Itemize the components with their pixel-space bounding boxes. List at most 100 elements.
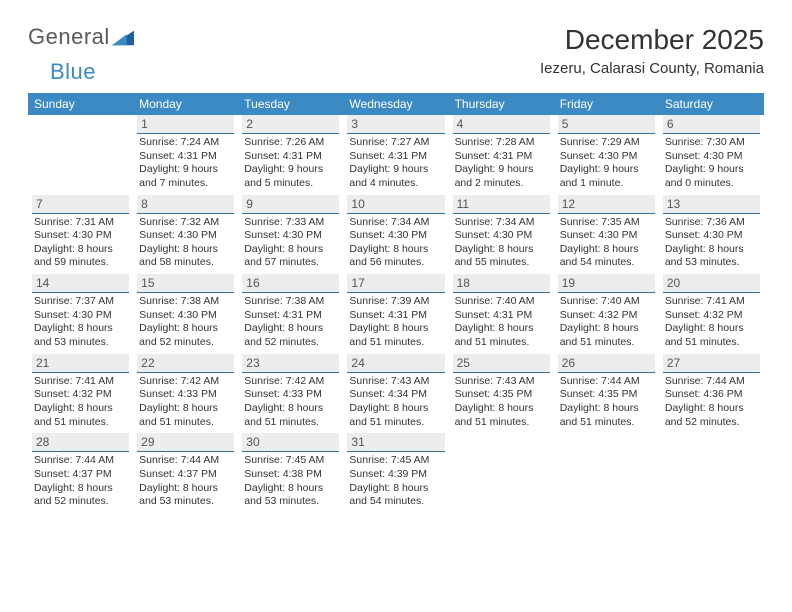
sunrise-line: Sunrise: 7:41 AM <box>665 295 758 309</box>
sunset-line: Sunset: 4:30 PM <box>455 229 548 243</box>
brand-part1: General <box>28 24 110 50</box>
sunrise-line: Sunrise: 7:44 AM <box>34 454 127 468</box>
calendar-week-row: 14Sunrise: 7:37 AMSunset: 4:30 PMDayligh… <box>28 274 764 354</box>
day-number: 27 <box>663 354 760 373</box>
day-number: 1 <box>137 115 234 134</box>
day-details: Sunrise: 7:44 AMSunset: 4:36 PMDaylight:… <box>663 373 760 430</box>
day-number: 26 <box>558 354 655 373</box>
month-title: December 2025 <box>540 24 764 56</box>
daylight-line: Daylight: 9 hours and 2 minutes. <box>455 163 548 190</box>
day-details: Sunrise: 7:27 AMSunset: 4:31 PMDaylight:… <box>347 134 444 191</box>
daylight-line: Daylight: 8 hours and 51 minutes. <box>455 322 548 349</box>
daylight-line: Daylight: 9 hours and 4 minutes. <box>349 163 442 190</box>
sunset-line: Sunset: 4:30 PM <box>665 150 758 164</box>
sunset-line: Sunset: 4:36 PM <box>665 388 758 402</box>
calendar-cell: 4Sunrise: 7:28 AMSunset: 4:31 PMDaylight… <box>449 115 554 195</box>
day-header: Tuesday <box>238 93 343 115</box>
day-details: Sunrise: 7:42 AMSunset: 4:33 PMDaylight:… <box>137 373 234 430</box>
day-number: 17 <box>347 274 444 293</box>
calendar-cell: 20Sunrise: 7:41 AMSunset: 4:32 PMDayligh… <box>659 274 764 354</box>
day-number: 29 <box>137 433 234 452</box>
day-header: Saturday <box>659 93 764 115</box>
day-details: Sunrise: 7:37 AMSunset: 4:30 PMDaylight:… <box>32 293 129 350</box>
daylight-line: Daylight: 8 hours and 57 minutes. <box>244 243 337 270</box>
calendar-week-row: 21Sunrise: 7:41 AMSunset: 4:32 PMDayligh… <box>28 354 764 434</box>
day-header: Friday <box>554 93 659 115</box>
calendar-cell: 15Sunrise: 7:38 AMSunset: 4:30 PMDayligh… <box>133 274 238 354</box>
calendar-cell: 23Sunrise: 7:42 AMSunset: 4:33 PMDayligh… <box>238 354 343 434</box>
daylight-line: Daylight: 8 hours and 51 minutes. <box>665 322 758 349</box>
day-details: Sunrise: 7:33 AMSunset: 4:30 PMDaylight:… <box>242 214 339 271</box>
sunrise-line: Sunrise: 7:35 AM <box>560 216 653 230</box>
daylight-line: Daylight: 8 hours and 53 minutes. <box>34 322 127 349</box>
day-number: 8 <box>137 195 234 214</box>
calendar-cell: 31Sunrise: 7:45 AMSunset: 4:39 PMDayligh… <box>343 433 448 513</box>
sunset-line: Sunset: 4:31 PM <box>139 150 232 164</box>
sunrise-line: Sunrise: 7:41 AM <box>34 375 127 389</box>
calendar-cell: 17Sunrise: 7:39 AMSunset: 4:31 PMDayligh… <box>343 274 448 354</box>
day-details: Sunrise: 7:40 AMSunset: 4:31 PMDaylight:… <box>453 293 550 350</box>
day-details: Sunrise: 7:26 AMSunset: 4:31 PMDaylight:… <box>242 134 339 191</box>
day-details: Sunrise: 7:32 AMSunset: 4:30 PMDaylight:… <box>137 214 234 271</box>
sunset-line: Sunset: 4:35 PM <box>455 388 548 402</box>
day-header-row: SundayMondayTuesdayWednesdayThursdayFrid… <box>28 93 764 115</box>
daylight-line: Daylight: 8 hours and 54 minutes. <box>560 243 653 270</box>
calendar-cell: 28Sunrise: 7:44 AMSunset: 4:37 PMDayligh… <box>28 433 133 513</box>
day-number: 13 <box>663 195 760 214</box>
sunrise-line: Sunrise: 7:43 AM <box>349 375 442 389</box>
day-details: Sunrise: 7:29 AMSunset: 4:30 PMDaylight:… <box>558 134 655 191</box>
sunrise-line: Sunrise: 7:24 AM <box>139 136 232 150</box>
calendar-cell: 12Sunrise: 7:35 AMSunset: 4:30 PMDayligh… <box>554 195 659 275</box>
sunrise-line: Sunrise: 7:37 AM <box>34 295 127 309</box>
day-details: Sunrise: 7:44 AMSunset: 4:37 PMDaylight:… <box>137 452 234 509</box>
day-details: Sunrise: 7:41 AMSunset: 4:32 PMDaylight:… <box>32 373 129 430</box>
calendar-cell: 1Sunrise: 7:24 AMSunset: 4:31 PMDaylight… <box>133 115 238 195</box>
sunrise-line: Sunrise: 7:31 AM <box>34 216 127 230</box>
calendar-cell: 8Sunrise: 7:32 AMSunset: 4:30 PMDaylight… <box>133 195 238 275</box>
day-details: Sunrise: 7:31 AMSunset: 4:30 PMDaylight:… <box>32 214 129 271</box>
calendar-cell: 5Sunrise: 7:29 AMSunset: 4:30 PMDaylight… <box>554 115 659 195</box>
calendar-cell: 16Sunrise: 7:38 AMSunset: 4:31 PMDayligh… <box>238 274 343 354</box>
day-details: Sunrise: 7:42 AMSunset: 4:33 PMDaylight:… <box>242 373 339 430</box>
title-block: December 2025 Iezeru, Calarasi County, R… <box>540 24 764 77</box>
sunset-line: Sunset: 4:37 PM <box>34 468 127 482</box>
day-details: Sunrise: 7:35 AMSunset: 4:30 PMDaylight:… <box>558 214 655 271</box>
calendar-cell: 11Sunrise: 7:34 AMSunset: 4:30 PMDayligh… <box>449 195 554 275</box>
day-number: 16 <box>242 274 339 293</box>
sunset-line: Sunset: 4:30 PM <box>34 309 127 323</box>
calendar-cell: 2Sunrise: 7:26 AMSunset: 4:31 PMDaylight… <box>238 115 343 195</box>
sunrise-line: Sunrise: 7:44 AM <box>139 454 232 468</box>
calendar-cell: 29Sunrise: 7:44 AMSunset: 4:37 PMDayligh… <box>133 433 238 513</box>
daylight-line: Daylight: 8 hours and 53 minutes. <box>665 243 758 270</box>
day-number: 28 <box>32 433 129 452</box>
daylight-line: Daylight: 8 hours and 54 minutes. <box>349 482 442 509</box>
calendar-head: SundayMondayTuesdayWednesdayThursdayFrid… <box>28 93 764 115</box>
day-number: 12 <box>558 195 655 214</box>
daylight-line: Daylight: 8 hours and 51 minutes. <box>455 402 548 429</box>
sunrise-line: Sunrise: 7:44 AM <box>560 375 653 389</box>
daylight-line: Daylight: 8 hours and 51 minutes. <box>139 402 232 429</box>
day-details: Sunrise: 7:30 AMSunset: 4:30 PMDaylight:… <box>663 134 760 191</box>
sunrise-line: Sunrise: 7:45 AM <box>244 454 337 468</box>
sunrise-line: Sunrise: 7:33 AM <box>244 216 337 230</box>
sunset-line: Sunset: 4:30 PM <box>244 229 337 243</box>
day-details: Sunrise: 7:38 AMSunset: 4:31 PMDaylight:… <box>242 293 339 350</box>
daylight-line: Daylight: 9 hours and 5 minutes. <box>244 163 337 190</box>
sunrise-line: Sunrise: 7:26 AM <box>244 136 337 150</box>
daylight-line: Daylight: 8 hours and 51 minutes. <box>349 322 442 349</box>
daylight-line: Daylight: 8 hours and 52 minutes. <box>665 402 758 429</box>
sunset-line: Sunset: 4:31 PM <box>244 309 337 323</box>
sunrise-line: Sunrise: 7:34 AM <box>349 216 442 230</box>
calendar-cell: . <box>554 433 659 513</box>
sunrise-line: Sunrise: 7:30 AM <box>665 136 758 150</box>
day-details: Sunrise: 7:28 AMSunset: 4:31 PMDaylight:… <box>453 134 550 191</box>
daylight-line: Daylight: 8 hours and 59 minutes. <box>34 243 127 270</box>
sunrise-line: Sunrise: 7:27 AM <box>349 136 442 150</box>
day-number: 18 <box>453 274 550 293</box>
daylight-line: Daylight: 8 hours and 55 minutes. <box>455 243 548 270</box>
daylight-line: Daylight: 8 hours and 51 minutes. <box>34 402 127 429</box>
sunset-line: Sunset: 4:32 PM <box>34 388 127 402</box>
sunrise-line: Sunrise: 7:38 AM <box>139 295 232 309</box>
day-number: 24 <box>347 354 444 373</box>
daylight-line: Daylight: 8 hours and 51 minutes. <box>349 402 442 429</box>
